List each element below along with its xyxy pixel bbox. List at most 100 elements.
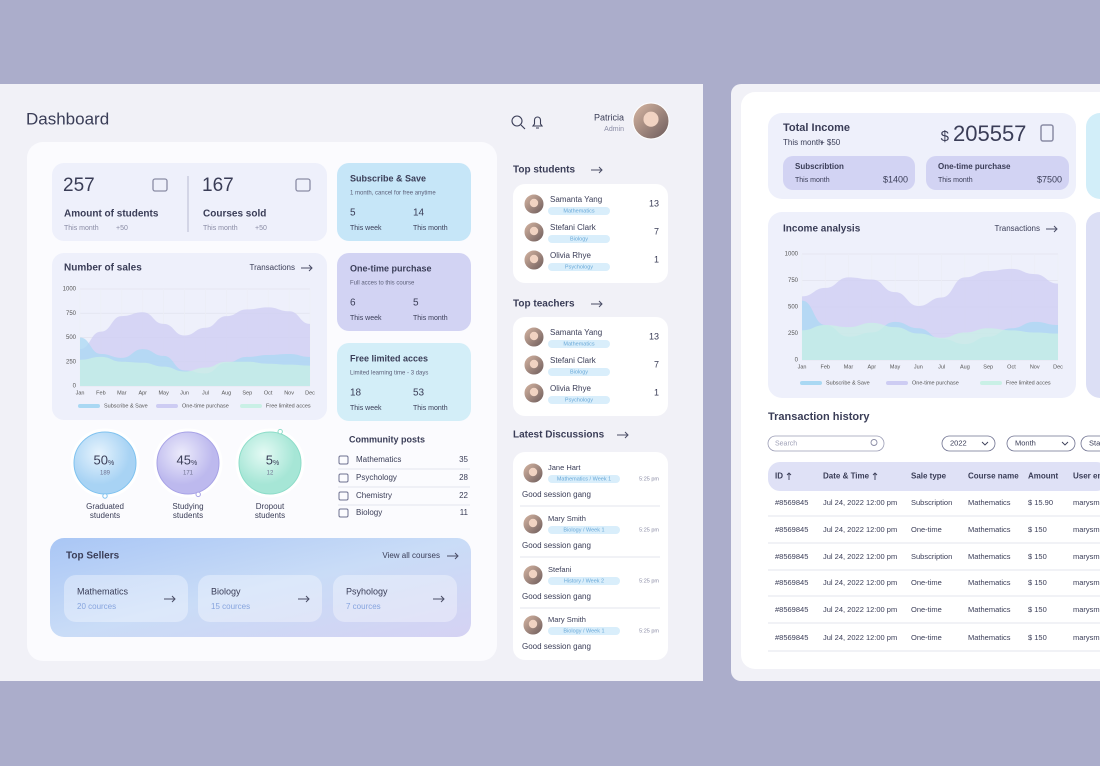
part-name: One-time purchase	[938, 162, 1011, 171]
y-tick-label: 750	[788, 278, 799, 284]
table-cell: #8569845	[775, 525, 808, 534]
x-tick-label: Jun	[914, 364, 923, 370]
filter-select[interactable]	[941, 435, 996, 452]
ring-label: students	[173, 511, 203, 520]
x-tick-label: Jun	[180, 390, 189, 396]
user-role: Admin	[604, 126, 624, 133]
income-part	[926, 156, 1069, 190]
table-cell: $ 150	[1028, 552, 1047, 561]
person-name: Olivia Rhye	[550, 251, 591, 260]
table-cell: Mathematics	[968, 633, 1011, 642]
y-tick-label: 1000	[63, 287, 77, 293]
sort-icon	[872, 472, 878, 480]
table-cell: #8569845	[775, 633, 808, 642]
table-cell: #8569845	[775, 498, 808, 507]
tag-pill	[548, 627, 620, 635]
offer-month: 14	[413, 208, 425, 219]
filter-select[interactable]	[1006, 435, 1076, 452]
page-title: Dashboard	[26, 109, 109, 128]
chevron	[1061, 441, 1069, 446]
income-period: This month	[783, 138, 823, 147]
search-input	[767, 435, 885, 452]
ring-percent: 50	[94, 452, 108, 467]
offer-month: 5	[413, 298, 419, 309]
ring-label: Graduated	[86, 502, 124, 511]
x-tick-label: May	[890, 364, 901, 370]
stat-value: 167	[202, 175, 234, 196]
table-cell: $ 150	[1028, 605, 1047, 614]
offer-week-label: This week	[350, 225, 382, 232]
x-tick-label: May	[158, 390, 169, 396]
person-count: 7	[654, 359, 659, 369]
user-name: Patricia	[594, 112, 624, 122]
ring-count: 12	[267, 471, 274, 477]
discussion-time: 5:25 pm	[639, 476, 659, 482]
table-cell: marysm	[1073, 552, 1100, 561]
legend-label: One-time purchase	[182, 403, 229, 409]
table-cell: One-time	[911, 578, 942, 587]
filter-label: Sta	[1089, 438, 1100, 447]
table-cell: marysm	[1073, 633, 1100, 642]
avatar-face	[529, 359, 539, 369]
offer-week: 6	[350, 298, 356, 309]
person-subject: Biology	[570, 369, 588, 375]
x-tick-label: Sep	[983, 364, 993, 370]
area	[802, 322, 1058, 360]
avatar-face	[529, 254, 539, 264]
column-header: User em	[1073, 472, 1100, 481]
x-tick-label: Dec	[1053, 364, 1063, 370]
search-placeholder: Search	[775, 440, 797, 447]
arrow-icon	[1046, 225, 1058, 233]
arrow-icon	[591, 300, 603, 308]
person-subject: Mathematics	[563, 341, 594, 347]
seller-name: Mathematics	[77, 586, 129, 596]
x-tick-label: Aug	[221, 390, 231, 396]
tag-pill	[548, 526, 620, 534]
subject-icon	[338, 473, 349, 483]
y-tick-label: 500	[788, 305, 799, 311]
discussion-name: Stefani	[548, 565, 572, 574]
offer-title: One-time purchase	[350, 263, 432, 273]
offer-title: Free limited acces	[350, 353, 428, 363]
search-handle	[520, 124, 526, 130]
arrow-icon	[298, 595, 310, 603]
person-count: 1	[654, 387, 659, 397]
seller-card	[64, 575, 188, 622]
table-cell: marysm	[1073, 525, 1100, 534]
discussion-tag: Biology / Week 1	[563, 527, 604, 533]
side-card	[1086, 113, 1100, 199]
x-tick-label: Nov	[284, 390, 294, 396]
community-name: Chemistry	[356, 491, 392, 500]
table-cell: Mathematics	[968, 578, 1011, 587]
ring-unit: %	[191, 460, 197, 467]
x-tick-label: Jan	[798, 364, 807, 370]
filter-label: 2022	[950, 438, 967, 447]
income-change: + $50	[820, 138, 841, 147]
community-name: Biology	[356, 508, 382, 517]
offer-subtitle: Limited learning time - 3 days	[350, 371, 428, 377]
filter-select[interactable]	[1080, 435, 1100, 452]
offer-subtitle: 1 month, cancel for free anytime	[350, 191, 436, 197]
section-title: Top teachers	[513, 299, 575, 310]
bell-icon[interactable]	[531, 116, 544, 129]
arrow-icon	[433, 595, 445, 603]
search-icon[interactable]	[511, 115, 523, 127]
column-header: Amount	[1028, 472, 1059, 481]
offer-month: 53	[413, 388, 425, 399]
person-name: Stefani Clark	[550, 356, 597, 365]
offer-week: 5	[350, 208, 356, 219]
subject-icon	[338, 455, 349, 465]
x-tick-label: Dec	[305, 390, 315, 396]
income-currency: $	[941, 128, 950, 145]
y-tick-label: 250	[66, 359, 77, 365]
table-cell: Jul 24, 2022 12:00 pm	[823, 525, 897, 534]
seller-card	[198, 575, 322, 622]
person-subject: Psychology	[565, 264, 593, 270]
offer-month-label: This month	[413, 405, 448, 412]
avatar-face	[528, 467, 538, 477]
avatar-face	[528, 518, 538, 528]
income-part	[783, 156, 915, 190]
offer-month-label: This month	[413, 225, 448, 232]
